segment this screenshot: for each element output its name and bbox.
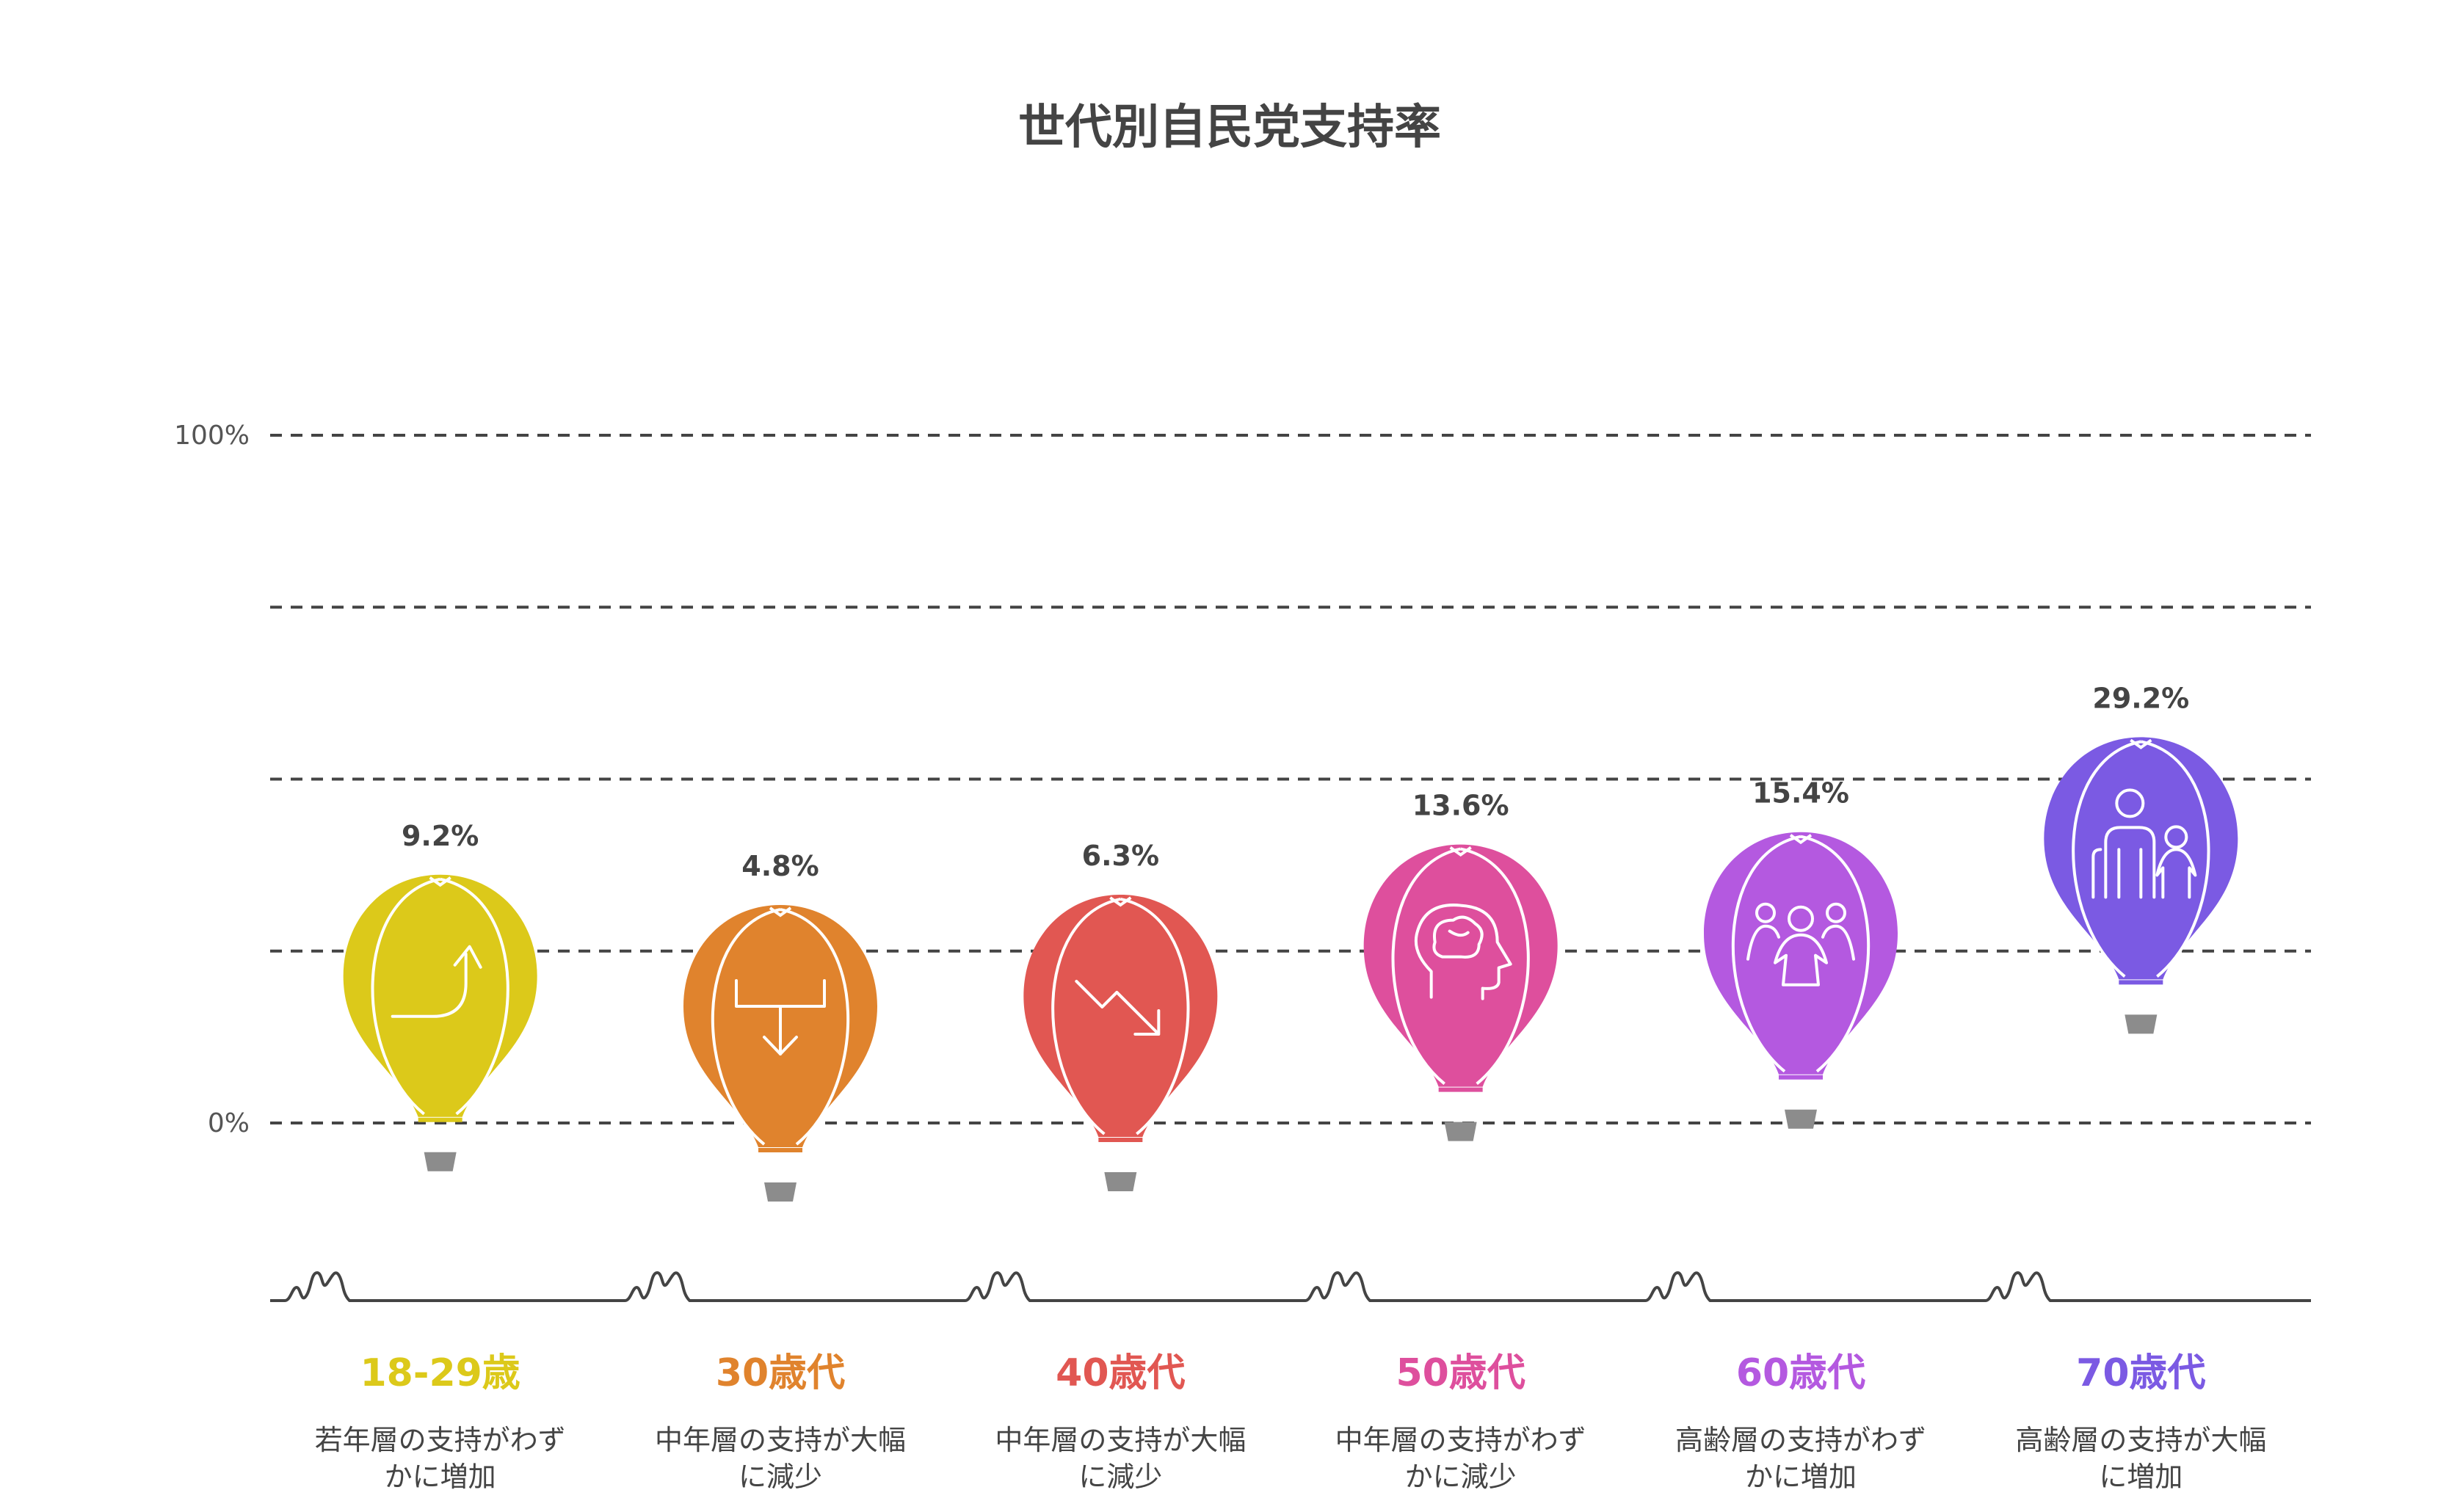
category-description: かに増加 xyxy=(385,1461,496,1493)
arrow-down-icon xyxy=(735,979,826,1056)
family-icon xyxy=(2091,788,2197,899)
trend-down-icon xyxy=(1075,979,1161,1036)
balloon-5: 15.4% xyxy=(1704,777,1898,1129)
category-description: に減少 xyxy=(739,1461,822,1493)
trend-up-icon xyxy=(391,945,482,1018)
category-label: 40歳代 xyxy=(1056,1351,1185,1395)
category-description: に減少 xyxy=(1078,1461,1162,1493)
balloon-4: 13.6% xyxy=(1363,790,1558,1141)
ground-path xyxy=(270,1271,2311,1302)
balloon-basket xyxy=(1104,1171,1137,1191)
value-label: 9.2% xyxy=(402,820,479,852)
brain-head-icon xyxy=(1414,904,1512,1000)
balloon-basket xyxy=(1444,1122,1477,1141)
chart-title: 世代別自民党支持率 xyxy=(1018,101,1441,155)
balloon-1: 9.2% xyxy=(343,820,537,1171)
value-label: 29.2% xyxy=(2092,682,2189,714)
category-label: 18-29歳 xyxy=(360,1351,520,1395)
balloon-basket xyxy=(2125,1014,2158,1034)
group-icon xyxy=(1746,902,1855,986)
category-label: 30歳代 xyxy=(716,1351,845,1395)
balloon-basket xyxy=(1785,1109,1817,1129)
balloon-2: 4.8% xyxy=(683,850,877,1202)
value-label: 6.3% xyxy=(1082,840,1159,872)
balloon-series: 9.2% 4.8% 6.3% 13.6% 15.4% 29.2% xyxy=(343,682,2238,1202)
category-description: 若年層の支持がわず xyxy=(315,1424,566,1456)
value-label: 4.8% xyxy=(741,850,819,882)
balloon-3: 6.3% xyxy=(1023,840,1218,1191)
category-description: かに増加 xyxy=(1745,1461,1857,1493)
balloon-envelope xyxy=(1363,844,1558,1087)
category-description: 中年層の支持が大幅 xyxy=(655,1424,906,1456)
category-labels: 18-29歳若年層の支持がわずかに増加30歳代中年層の支持が大幅に減少40歳代中… xyxy=(315,1351,2267,1493)
balloon-6: 29.2% xyxy=(2044,682,2238,1034)
gridlines: 0% 100% xyxy=(174,421,2311,1138)
y-tick-label-100: 100% xyxy=(174,421,250,451)
category-label: 60歳代 xyxy=(1736,1351,1865,1395)
balloon-envelope xyxy=(343,874,537,1117)
balloon-basket xyxy=(764,1182,797,1202)
category-label: 50歳代 xyxy=(1396,1351,1525,1395)
y-tick-label-0: 0% xyxy=(208,1108,250,1138)
category-description: かに減少 xyxy=(1405,1461,1517,1493)
balloon-envelope xyxy=(1023,894,1218,1137)
value-label: 13.6% xyxy=(1412,790,1509,822)
category-description: 中年層の支持が大幅 xyxy=(995,1424,1246,1456)
balloon-envelope xyxy=(1704,832,1898,1075)
category-description: 高齢層の支持が大幅 xyxy=(2015,1424,2266,1456)
category-label: 70歳代 xyxy=(2076,1351,2205,1395)
category-description: 高齢層の支持がわず xyxy=(1675,1424,1926,1456)
category-description: に増加 xyxy=(2099,1461,2183,1493)
category-description: 中年層の支持がわず xyxy=(1335,1424,1586,1456)
balloon-basket xyxy=(424,1152,457,1171)
value-label: 15.4% xyxy=(1752,777,1849,810)
ground-line xyxy=(270,1271,2311,1302)
